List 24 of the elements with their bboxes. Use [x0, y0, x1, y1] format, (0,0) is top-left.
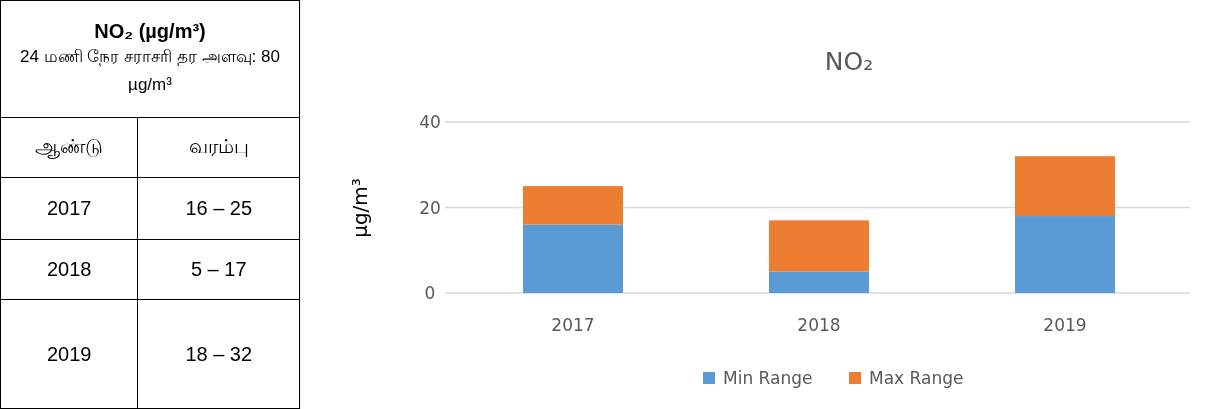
text: 24 மணி நேர சராசரி தர அளவு: 80 µg/m³ [19, 45, 281, 96]
legend-label: Max Range [869, 368, 964, 388]
text: 5 – 17 [137, 239, 300, 300]
text: 2017 [0, 177, 138, 240]
bar [523, 186, 623, 225]
y-tick-label: 20 [419, 197, 441, 218]
x-tick-label: 2018 [797, 315, 841, 335]
text: 18 – 32 [137, 299, 300, 409]
chart-title: NO₂ [824, 47, 874, 76]
text: வரம்பு [137, 117, 300, 178]
bar [523, 224, 623, 293]
y-tick-label: 0 [424, 283, 436, 303]
legend-label: Min Range [723, 368, 813, 388]
text: ஆண்டு [0, 117, 138, 178]
x-tick-label: 2017 [551, 315, 595, 335]
bar [769, 220, 869, 272]
bar [1015, 156, 1115, 217]
y-tick-label: 40 [419, 112, 441, 132]
bar [1015, 216, 1115, 293]
text: 16 – 25 [137, 177, 300, 240]
y-axis-title: µg/m³ [348, 178, 372, 238]
bar [769, 271, 869, 293]
text: NO₂ (µg/m³) [93, 19, 207, 43]
x-tick-label: 2019 [1043, 315, 1087, 335]
